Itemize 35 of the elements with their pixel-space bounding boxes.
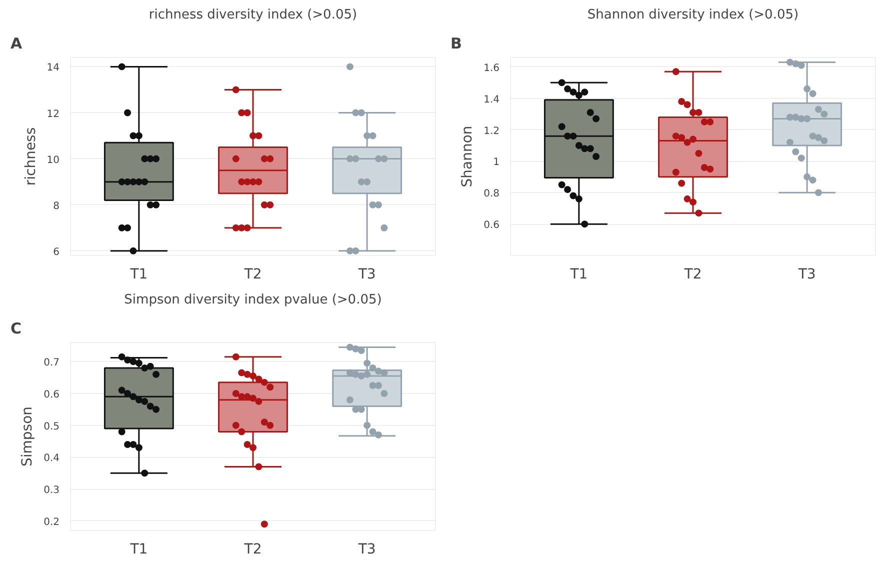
y-axis-title: richness [22,127,39,186]
y-tick-label: 0.6 [44,389,60,400]
chart-title: richness diversity index (>0.05) [148,8,358,22]
x-tick-label: T3 [797,266,816,282]
y-tick-label: 1.2 [484,126,500,137]
text: A [10,34,22,52]
x-tick-label: T2 [243,542,262,558]
y-tick-label: 0.6 [484,220,500,232]
x-tick-label: T1 [129,542,148,558]
y-tick-label: 10 [46,154,60,166]
x-tick-label: T2 [683,266,702,282]
x-tick-label: T2 [243,266,262,282]
y-tick-label: 1 [493,157,500,168]
text: C [10,320,22,338]
chart-title: Shannon diversity index (>0.05) [587,8,799,22]
y-tick-label: 12 [46,108,60,120]
x-tick-label: T3 [357,542,376,558]
y-tick-label: 1.6 [484,62,500,74]
y-tick-label: 14 [46,62,60,74]
y-tick-label: 0.3 [44,485,60,496]
x-tick-label: T3 [357,266,376,282]
y-tick-label: 0.5 [44,421,60,432]
y-axis-title: Shannon [460,126,476,188]
y-tick-label: 0.2 [44,516,60,528]
y-tick-label: 0.7 [44,358,60,369]
y-tick-label: 8 [53,200,60,212]
y-axis-title: Simpson [20,406,36,467]
chart-title: Simpson diversity index pvalue (>0.05) [124,292,382,308]
x-tick-label: T1 [129,266,148,282]
y-tick-label: 0.8 [484,188,500,200]
x-tick-label: T1 [569,266,588,282]
y-tick-label: 0.4 [44,453,60,464]
y-tick-label: 1.4 [484,94,500,106]
y-tick-label: 6 [53,246,60,258]
text: B [450,34,462,52]
